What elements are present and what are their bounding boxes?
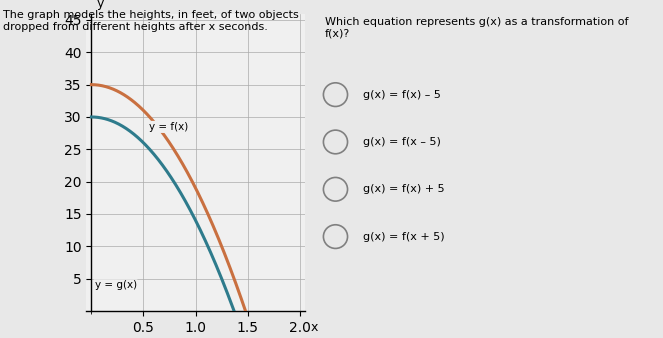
Text: y = f(x): y = f(x) xyxy=(149,122,188,132)
Text: g(x) = f(x) + 5: g(x) = f(x) + 5 xyxy=(363,184,445,194)
Text: x: x xyxy=(310,321,318,334)
Text: The graph models the heights, in feet, of two objects
dropped from different hei: The graph models the heights, in feet, o… xyxy=(3,10,299,32)
Text: Which equation represents g(x) as a transformation of
f(x)?: Which equation represents g(x) as a tran… xyxy=(325,17,629,39)
Text: g(x) = f(x) – 5: g(x) = f(x) – 5 xyxy=(363,90,441,100)
Text: g(x) = f(x + 5): g(x) = f(x + 5) xyxy=(363,232,445,242)
Text: y = g(x): y = g(x) xyxy=(95,280,137,290)
Text: g(x) = f(x – 5): g(x) = f(x – 5) xyxy=(363,137,441,147)
Text: y: y xyxy=(97,0,104,10)
